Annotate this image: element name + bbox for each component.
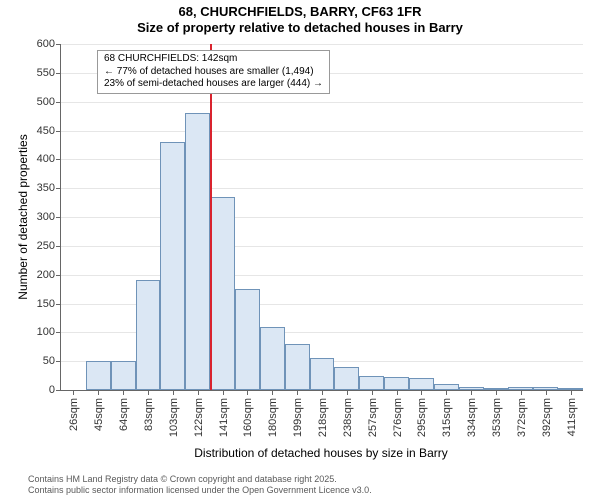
xtick-mark (397, 390, 398, 395)
xtick-mark (123, 390, 124, 395)
xtick-label: 64sqm (116, 398, 130, 431)
xtick-mark (198, 390, 199, 395)
ytick-label: 350 (37, 182, 61, 194)
ytick-label: 50 (43, 355, 61, 367)
xtick-label: 83sqm (141, 398, 155, 431)
xtick-label: 334sqm (464, 398, 478, 437)
xtick-label: 315sqm (439, 398, 453, 437)
histogram-bar (86, 361, 111, 390)
xtick-mark (571, 390, 572, 395)
histogram-bar (160, 142, 185, 390)
xtick-label: 45sqm (91, 398, 105, 431)
xtick-label: 372sqm (514, 398, 528, 437)
histogram-plot: 05010015020025030035040045050055060026sq… (60, 44, 583, 391)
xtick-mark (546, 390, 547, 395)
x-axis-label: Distribution of detached houses by size … (60, 446, 582, 460)
histogram-bar (136, 280, 161, 390)
annotation-line-1: 68 CHURCHFIELDS: 142sqm (104, 53, 323, 66)
histogram-bar (384, 377, 409, 390)
xtick-label: 411sqm (564, 398, 578, 436)
xtick-label: 238sqm (340, 398, 354, 437)
ytick-label: 300 (37, 211, 61, 223)
footer-line-2: Contains public sector information licen… (28, 485, 600, 496)
ytick-label: 100 (37, 326, 61, 338)
grid-line (61, 131, 583, 132)
footer-line-1: Contains HM Land Registry data © Crown c… (28, 474, 600, 485)
histogram-bar (185, 113, 210, 390)
title-line-2: Size of property relative to detached ho… (0, 20, 600, 36)
grid-line (61, 275, 583, 276)
y-axis-label: Number of detached properties (16, 117, 30, 317)
xtick-mark (148, 390, 149, 395)
histogram-bar (111, 361, 136, 390)
ytick-label: 550 (37, 67, 61, 79)
title-line-1: 68, CHURCHFIELDS, BARRY, CF63 1FR (0, 0, 600, 20)
xtick-label: 103sqm (166, 398, 180, 437)
xtick-mark (471, 390, 472, 395)
ytick-label: 200 (37, 269, 61, 281)
ytick-label: 0 (49, 384, 61, 396)
histogram-bar (210, 197, 235, 390)
xtick-mark (73, 390, 74, 395)
ytick-label: 450 (37, 125, 61, 137)
histogram-bar (334, 367, 359, 390)
xtick-mark (521, 390, 522, 395)
xtick-label: 141sqm (216, 398, 230, 437)
histogram-bar (359, 376, 384, 390)
xtick-label: 26sqm (66, 398, 80, 431)
grid-line (61, 159, 583, 160)
xtick-mark (223, 390, 224, 395)
xtick-label: 122sqm (191, 398, 205, 437)
ytick-label: 500 (37, 96, 61, 108)
annotation-line-2: ← 77% of detached houses are smaller (1,… (104, 66, 323, 79)
xtick-label: 218sqm (315, 398, 329, 437)
grid-line (61, 217, 583, 218)
xtick-mark (446, 390, 447, 395)
histogram-bar (260, 327, 285, 390)
xtick-mark (347, 390, 348, 395)
grid-line (61, 44, 583, 45)
xtick-mark (247, 390, 248, 395)
xtick-mark (297, 390, 298, 395)
xtick-label: 392sqm (539, 398, 553, 437)
ytick-label: 250 (37, 240, 61, 252)
xtick-label: 257sqm (365, 398, 379, 437)
grid-line (61, 246, 583, 247)
xtick-mark (322, 390, 323, 395)
xtick-mark (496, 390, 497, 395)
annotation-box: 68 CHURCHFIELDS: 142sqm← 77% of detached… (97, 50, 330, 94)
annotation-line-3: 23% of semi-detached houses are larger (… (104, 78, 323, 91)
histogram-bar (235, 289, 260, 390)
xtick-mark (272, 390, 273, 395)
ytick-label: 400 (37, 153, 61, 165)
grid-line (61, 188, 583, 189)
xtick-label: 353sqm (489, 398, 503, 437)
xtick-label: 199sqm (290, 398, 304, 437)
xtick-label: 295sqm (414, 398, 428, 437)
xtick-mark (372, 390, 373, 395)
histogram-bar (285, 344, 310, 390)
grid-line (61, 102, 583, 103)
footer-attribution: Contains HM Land Registry data © Crown c… (0, 474, 600, 496)
histogram-bar (310, 358, 335, 390)
histogram-bar (409, 378, 434, 390)
reference-line (210, 44, 212, 390)
xtick-mark (173, 390, 174, 395)
xtick-label: 276sqm (390, 398, 404, 437)
xtick-label: 160sqm (240, 398, 254, 437)
xtick-mark (421, 390, 422, 395)
xtick-label: 180sqm (265, 398, 279, 437)
ytick-label: 150 (37, 298, 61, 310)
ytick-label: 600 (37, 38, 61, 50)
xtick-mark (98, 390, 99, 395)
